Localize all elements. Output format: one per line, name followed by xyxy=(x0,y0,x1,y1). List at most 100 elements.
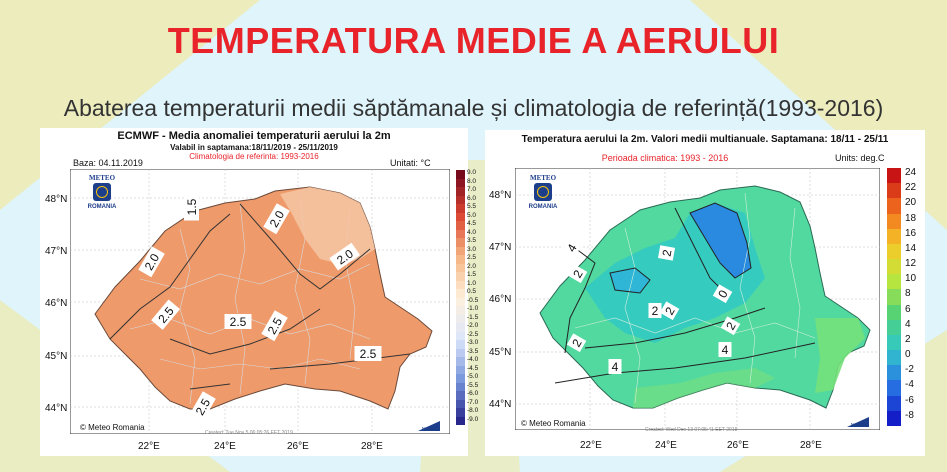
contour-label: 4 xyxy=(561,238,582,258)
logo-emblem-icon xyxy=(93,183,111,201)
right-created: Created: Wed Dec 13 07:05:41 EET 2019 xyxy=(645,427,738,433)
legend-label: -6.0 xyxy=(467,390,479,397)
legend-swatch xyxy=(887,289,901,305)
legend-swatch xyxy=(887,198,901,214)
legend-swatch xyxy=(887,168,901,184)
legend-swatch xyxy=(456,323,465,332)
legend-swatch xyxy=(456,357,465,366)
legend-swatch xyxy=(456,246,465,255)
legend-label: 20 xyxy=(905,197,917,209)
legend-swatch xyxy=(456,272,465,281)
legend-swatch xyxy=(456,348,465,357)
legend-label: -2.5 xyxy=(467,330,479,338)
left-lon-label: 28°E xyxy=(361,441,383,452)
legend-label: -8 xyxy=(905,409,914,421)
legend-label: 16 xyxy=(905,227,917,239)
contour-label: 4 xyxy=(608,359,622,374)
legend-swatch xyxy=(456,187,465,196)
legend-label: -9.0 xyxy=(467,415,479,423)
right-map-title: Temperatura aerului la 2m. Valori medii … xyxy=(521,134,889,145)
right-lat-label: 44°N xyxy=(489,399,512,410)
legend-swatch xyxy=(456,229,465,238)
left-lat-label: 45°N xyxy=(45,351,68,362)
left-map-valid: Valabil in saptamana:18/11/2019 - 25/11/… xyxy=(170,143,338,152)
legend-swatch xyxy=(887,380,901,396)
legend-label: 6.0 xyxy=(467,194,477,202)
legend-swatch xyxy=(456,399,465,408)
ncar-icon xyxy=(847,417,869,427)
right-lon-label: 26°E xyxy=(727,440,749,451)
legend-swatch xyxy=(456,340,465,349)
legend-swatch xyxy=(456,408,465,417)
legend-swatch xyxy=(887,243,901,260)
legend-label: -8.0 xyxy=(467,407,479,414)
legend-label: 4 xyxy=(905,318,911,330)
ncar-icon xyxy=(418,421,440,431)
left-map-base: Baza: 04.11.2019 xyxy=(73,158,143,168)
svg-text:2.5: 2.5 xyxy=(230,315,247,329)
legend-label: 0.5 xyxy=(467,288,477,295)
contour-label: 2 xyxy=(657,245,676,261)
svg-text:2: 2 xyxy=(652,304,659,318)
legend-label: 6 xyxy=(905,303,911,315)
contour-label: 2 xyxy=(659,301,680,321)
legend-label: 18 xyxy=(905,212,917,224)
legend-swatch xyxy=(456,280,465,289)
legend-label: 22 xyxy=(905,182,917,194)
left-map-climatology: Climatologia de referinta: 1993-2016 xyxy=(189,152,319,161)
legend-label: -0.5 xyxy=(467,296,479,304)
legend-label: 0 xyxy=(905,349,911,361)
legend-swatch xyxy=(456,204,465,213)
legend-label: 8 xyxy=(905,288,911,300)
legend-label: 1.0 xyxy=(467,279,477,287)
right-lat-label: 45°N xyxy=(489,347,512,358)
svg-text:4: 4 xyxy=(722,343,729,357)
right-copyright: © Meteo Romania xyxy=(521,419,586,428)
legend-swatch xyxy=(456,306,465,315)
contour-label: 2.5 xyxy=(354,346,382,361)
left-lat-label: 48°N xyxy=(45,194,68,205)
legend-label: -4.0 xyxy=(467,356,479,363)
legend-label: 7.0 xyxy=(467,186,477,193)
legend-swatch xyxy=(887,228,901,244)
legend-label: 5.0 xyxy=(467,211,477,219)
legend-swatch xyxy=(456,331,465,340)
legend-swatch xyxy=(887,183,901,199)
legend-swatch xyxy=(456,416,465,425)
svg-text:2: 2 xyxy=(660,248,675,257)
legend-swatch xyxy=(887,410,901,426)
meteo-romania-logo: METEO ROMANIA xyxy=(87,174,117,210)
right-lat-label: 46°N xyxy=(489,294,512,305)
legend-label: 10 xyxy=(905,273,917,285)
legend-swatch xyxy=(456,382,465,391)
legend-swatch xyxy=(887,319,901,335)
contour-label: 2.5 xyxy=(224,314,252,329)
legend-swatch xyxy=(887,334,901,351)
left-lat-label: 47°N xyxy=(45,246,68,257)
legend-label: -4 xyxy=(905,379,914,391)
legend-label: -6 xyxy=(905,394,914,406)
left-lon-label: 26°E xyxy=(287,441,309,452)
legend-swatch xyxy=(456,263,465,272)
legend-swatch xyxy=(887,365,901,381)
contour-label: 4 xyxy=(718,342,732,357)
contour-label: 2 xyxy=(566,333,587,353)
legend-swatch xyxy=(456,178,465,187)
legend-swatch xyxy=(456,212,465,221)
right-color-legend xyxy=(887,168,901,426)
contour-label: 2 xyxy=(648,303,662,318)
ncar-logo: NCAR xyxy=(418,418,440,433)
legend-label: -3.5 xyxy=(467,347,479,355)
legend-label: -4.5 xyxy=(467,364,479,372)
legend-label: 12 xyxy=(905,258,917,270)
left-copyright: © Meteo Romania xyxy=(80,423,145,432)
left-map-title: ECMWF - Media anomaliei temperaturii aer… xyxy=(117,130,391,142)
svg-text:1.5: 1.5 xyxy=(185,198,199,215)
contour-label: 2 xyxy=(720,316,741,336)
right-map-period: Perioada climatica: 1993 - 2016 xyxy=(601,153,729,163)
left-map-panel: ECMWF - Media anomaliei temperaturii aer… xyxy=(40,128,478,456)
legend-label: -2 xyxy=(905,364,914,376)
legend-label: -1.0 xyxy=(467,305,479,312)
right-lat-label: 47°N xyxy=(489,242,512,253)
